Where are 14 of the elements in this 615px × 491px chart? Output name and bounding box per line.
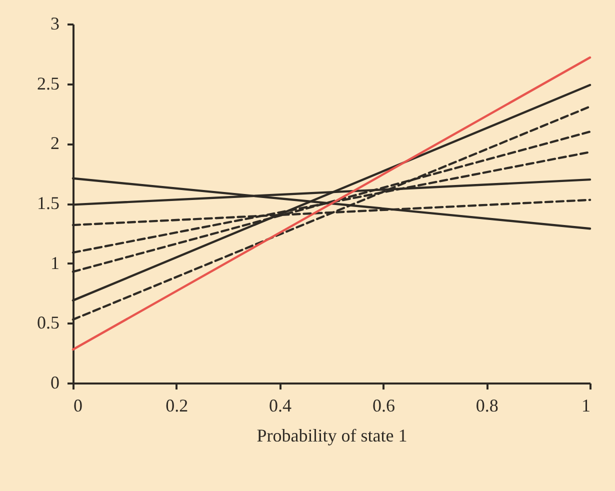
y-tick-label: 2: [50, 133, 60, 154]
x-tick-label: 0.2: [166, 396, 188, 416]
y-tick-label: 1: [50, 252, 60, 273]
y-tick-label: 0: [50, 372, 60, 392]
x-tick-label: 0.8: [476, 396, 498, 416]
y-tick-label: 3: [50, 14, 60, 34]
x-tick-label: 0.6: [372, 396, 395, 416]
y-tick-label: 2.5: [37, 73, 60, 94]
x-axis-title: Probability of state 1: [256, 426, 408, 446]
x-tick-label: 0: [74, 396, 82, 416]
x-tick-label: 0.4: [269, 396, 292, 416]
y-tick-label: 1.5: [37, 193, 60, 213]
y-tick-label: 0.5: [37, 312, 60, 333]
x-tick-label: 1: [582, 396, 590, 416]
